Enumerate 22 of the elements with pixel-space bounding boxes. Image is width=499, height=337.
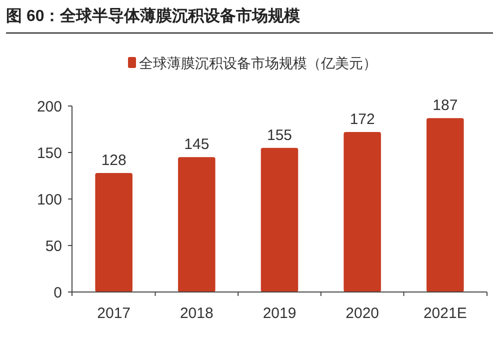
- x-tick-label: 2018: [180, 305, 214, 322]
- data-label: 145: [184, 136, 210, 154]
- y-tick-label: 0: [54, 284, 62, 302]
- y-tick-label: 100: [36, 191, 62, 208]
- bar: [344, 132, 381, 292]
- x-tick-label: 2021E: [423, 305, 467, 322]
- data-label: 128: [101, 152, 126, 169]
- x-tick-label: 2020: [346, 305, 380, 322]
- y-tick-label: 200: [36, 98, 62, 116]
- y-tick-label: 150: [36, 144, 62, 162]
- y-tick-label: 50: [45, 238, 62, 255]
- bar: [95, 172, 132, 292]
- x-tick-label: 2017: [97, 305, 131, 322]
- x-tick-label: 2019: [262, 305, 296, 322]
- bar: [426, 118, 464, 292]
- bar: [260, 148, 298, 292]
- chart-title: 图 60：全球半导体薄膜沉积设备市场规模: [6, 7, 300, 25]
- data-label: 172: [350, 111, 375, 128]
- data-label: 155: [266, 126, 292, 144]
- data-label: 187: [432, 97, 458, 114]
- legend-label: 全球薄膜沉积设备市场规模（亿美元）: [139, 55, 377, 71]
- bar: [178, 157, 216, 292]
